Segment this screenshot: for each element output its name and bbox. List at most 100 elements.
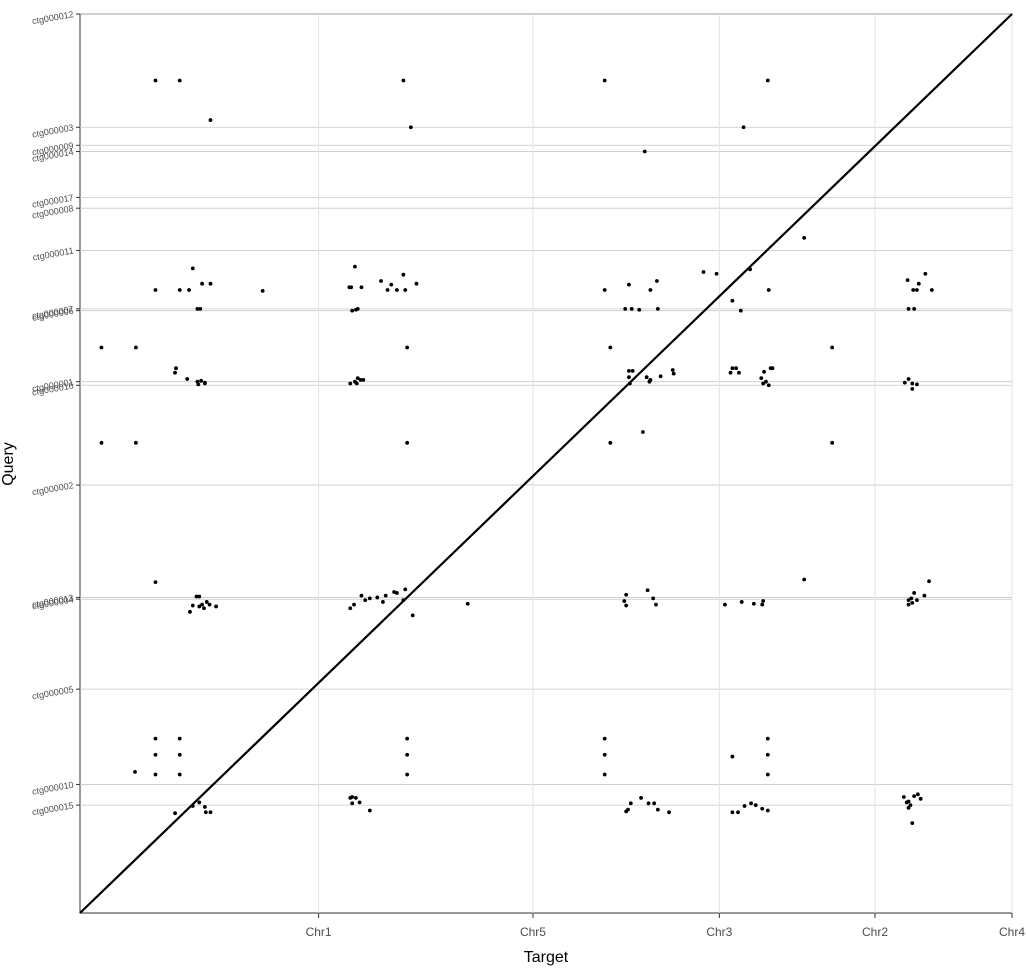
alignment-point (354, 381, 359, 386)
alignment-point (730, 810, 735, 815)
alignment-point (177, 736, 182, 741)
alignment-point (358, 377, 363, 382)
alignment-point (353, 796, 358, 800)
alignment-point (901, 795, 906, 799)
alignment-point (623, 306, 628, 311)
alignment-point (177, 752, 182, 757)
alignment-point (401, 78, 406, 83)
alignment-point (670, 368, 675, 372)
alignment-point (770, 366, 775, 371)
alignment-point (627, 282, 631, 287)
alignment-point (651, 596, 656, 601)
x-tick-label-chr1: Chr1 (306, 925, 332, 939)
alignment-points (99, 78, 934, 825)
y-axis-ticks: ctg000012ctg000003ctg000009ctg000014ctg0… (31, 9, 80, 817)
alignment-point (204, 600, 209, 604)
alignment-point (153, 772, 158, 777)
alignment-point (200, 281, 204, 286)
alignment-point (173, 811, 177, 816)
alignment-point (197, 594, 202, 599)
alignment-point (602, 752, 607, 757)
alignment-point (350, 795, 355, 799)
alignment-point (910, 821, 915, 825)
alignment-point (655, 279, 659, 283)
alignment-point (641, 430, 645, 434)
alignment-point (367, 808, 372, 813)
alignment-point (906, 598, 911, 603)
alignment-point (133, 769, 137, 774)
x-axis-ticks: Chr1 Chr5 Chr3 Chr2 Chr4 (306, 913, 1025, 939)
alignment-point (624, 603, 629, 608)
alignment-point (906, 306, 911, 311)
alignment-point (671, 371, 676, 376)
alignment-point (748, 267, 753, 272)
alignment-point (624, 592, 629, 597)
alignment-point (200, 602, 204, 607)
alignment-point (655, 807, 660, 812)
alignment-point (728, 370, 733, 375)
alignment-point (359, 285, 364, 290)
alignment-point (655, 306, 660, 311)
alignment-point (187, 288, 191, 292)
alignment-point (602, 736, 607, 741)
alignment-point (622, 599, 627, 603)
alignment-point (910, 386, 915, 391)
x-gridlines (318, 14, 1013, 913)
alignment-point (915, 382, 919, 387)
alignment-point (701, 270, 706, 274)
alignment-point (174, 366, 178, 371)
alignment-point (923, 271, 928, 276)
alignment-point (766, 288, 771, 292)
alignment-point (405, 440, 410, 445)
alignment-point (905, 278, 910, 283)
alignment-point (902, 380, 907, 385)
alignment-point (648, 288, 653, 292)
alignment-point (730, 366, 735, 371)
alignment-point (367, 596, 372, 601)
alignment-point (652, 801, 657, 806)
y-axis-title: Query (0, 442, 17, 486)
y-tick-label-ctg000011: ctg000011 (32, 246, 74, 263)
alignment-point (929, 288, 934, 292)
alignment-point (830, 345, 835, 350)
alignment-point (153, 78, 158, 83)
alignment-point (405, 772, 410, 777)
x-tick-label-chr3: Chr3 (706, 925, 732, 939)
alignment-point (908, 803, 913, 808)
alignment-point (383, 593, 388, 598)
alignment-point (912, 306, 917, 311)
alignment-point (911, 288, 916, 292)
alignment-point (355, 376, 360, 380)
alignment-point (760, 602, 765, 607)
alignment-point (405, 736, 410, 741)
alignment-point (350, 801, 355, 806)
alignment-point (629, 306, 634, 311)
diagonal-alignment-line (79, 13, 1013, 914)
y-tick-label-ctg000010: ctg000010 (31, 780, 74, 797)
alignment-point (608, 440, 613, 445)
alignment-point (190, 603, 195, 608)
alignment-point (739, 600, 744, 604)
alignment-point (357, 800, 362, 805)
alignment-point (910, 600, 915, 605)
alignment-point (408, 125, 413, 130)
alignment-point (153, 580, 158, 585)
alignment-point (912, 591, 917, 595)
alignment-point (153, 736, 158, 741)
alignment-point (177, 288, 182, 292)
alignment-point (730, 298, 735, 303)
alignment-point (153, 752, 158, 757)
alignment-point (918, 796, 923, 801)
alignment-point (99, 440, 104, 445)
alignment-point (405, 752, 410, 757)
alignment-point (630, 369, 635, 373)
alignment-point (403, 587, 408, 592)
alignment-point (764, 379, 768, 384)
alignment-point (352, 602, 356, 607)
y-tick-label-ctg000005: ctg000005 (31, 684, 74, 701)
alignment-point (347, 285, 352, 290)
alignment-point (363, 598, 368, 603)
alignment-point (753, 803, 758, 808)
alignment-point (190, 266, 195, 271)
alignment-point (202, 805, 207, 809)
